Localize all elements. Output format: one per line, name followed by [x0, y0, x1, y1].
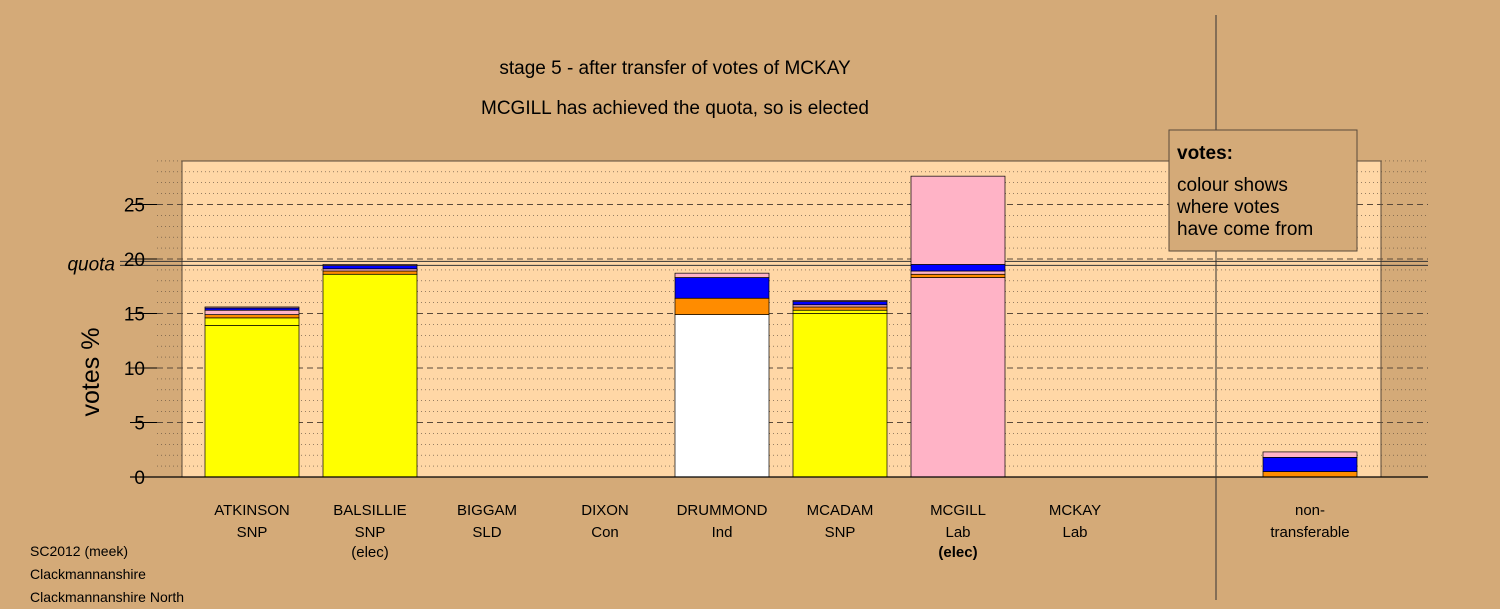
bar-mcgill-segment: [910, 175, 1006, 265]
footer-council: Clackmannanshire: [30, 566, 146, 582]
y-tick-label: 5: [134, 414, 145, 435]
bar-mcgill-segment: [910, 270, 1006, 275]
x-label-name: BALSILLIE: [333, 502, 406, 519]
bars: [204, 175, 1358, 478]
x-label-name: DIXON: [581, 502, 629, 519]
y-tick-label: 20: [124, 250, 145, 271]
x-label-name: MCKAY: [1049, 502, 1101, 519]
x-label-party: Ind: [712, 524, 733, 541]
bar-drummond-segment: [674, 277, 770, 299]
x-label-name: DRUMMOND: [677, 502, 768, 519]
bar-mcadam-segment: [792, 313, 888, 478]
bar-mcadam-segment: [792, 306, 888, 311]
bar-nontransferable-segment: [1262, 471, 1358, 478]
y-tick-label: 10: [124, 359, 145, 380]
y-tick-label: 25: [124, 196, 145, 217]
y-tick-label: 15: [124, 305, 145, 326]
bar-atkinson-segment: [204, 309, 300, 315]
y-tick-label: 0: [134, 468, 145, 489]
x-label-party: Lab: [945, 524, 970, 541]
bar-balsillie-segment: [322, 270, 418, 275]
y-axis-label: votes %: [77, 328, 105, 417]
bar-balsillie-segment: [322, 264, 418, 266]
footer: SC2012 (meek) Clackmannanshire Clackmann…: [30, 540, 184, 609]
legend-box: [1168, 129, 1358, 252]
footer-ward: Clackmannanshire North: [30, 589, 185, 605]
quota-label: quota: [67, 254, 115, 275]
legend-line-2: where votes: [1176, 197, 1279, 218]
bar-mcadam-segment: [792, 309, 888, 314]
bar-mcadam-segment: [792, 300, 888, 302]
bar-drummond-segment: [674, 272, 770, 278]
bar-drummond-segment: [674, 297, 770, 315]
x-label-party: Lab: [1062, 524, 1087, 541]
bar-atkinson-segment: [204, 317, 300, 326]
bar-atkinson-segment: [204, 306, 300, 309]
x-label-name: MCADAM: [807, 502, 874, 519]
x-label-party: SNP: [237, 524, 268, 541]
x-label-party: Con: [591, 524, 619, 541]
bar-mcadam-segment: [792, 301, 888, 306]
x-label-name: BIGGAM: [457, 502, 517, 519]
x-label-nontransferable: transferable: [1270, 524, 1349, 541]
bar-balsillie-segment: [322, 273, 418, 478]
x-label-nontransferable: non-: [1295, 502, 1325, 519]
chart-subtitle: MCGILL has achieved the quota, so is ele…: [481, 98, 869, 119]
bar-mcgill-segment: [910, 273, 1006, 278]
chart-title: stage 5 - after transfer of votes of MCK…: [499, 58, 851, 79]
bar-mcgill-segment: [910, 264, 1006, 272]
x-label-status: (elec): [351, 544, 389, 561]
bar-mcgill-segment: [910, 277, 1006, 478]
x-label-party: SNP: [825, 524, 856, 541]
bar-nontransferable-segment: [1262, 451, 1358, 458]
bar-nontransferable-segment: [1262, 457, 1358, 472]
footer-election: SC2012 (meek): [30, 543, 129, 559]
legend-line-1: colour shows: [1177, 175, 1288, 196]
x-label-party: SNP: [355, 524, 386, 541]
bar-balsillie-segment: [322, 265, 418, 270]
legend: votes: colour shows where votes have com…: [1168, 129, 1358, 252]
x-label-status: (elec): [938, 544, 977, 561]
legend-title: votes:: [1177, 143, 1233, 164]
bar-drummond-segment: [674, 314, 770, 478]
x-label-party: SLD: [472, 524, 501, 541]
x-label-name: ATKINSON: [214, 502, 290, 519]
x-axis-labels: ATKINSON SNP BALSILLIE SNP (elec) BIGGAM SLD DI…: [214, 502, 1349, 561]
bar-atkinson-segment: [204, 325, 300, 478]
bar-atkinson-segment: [204, 314, 300, 319]
legend-line-3: have come from: [1177, 219, 1313, 240]
y-axis: 0 5 10 15 20 25: [124, 196, 157, 489]
x-label-name: MCGILL: [930, 502, 986, 519]
